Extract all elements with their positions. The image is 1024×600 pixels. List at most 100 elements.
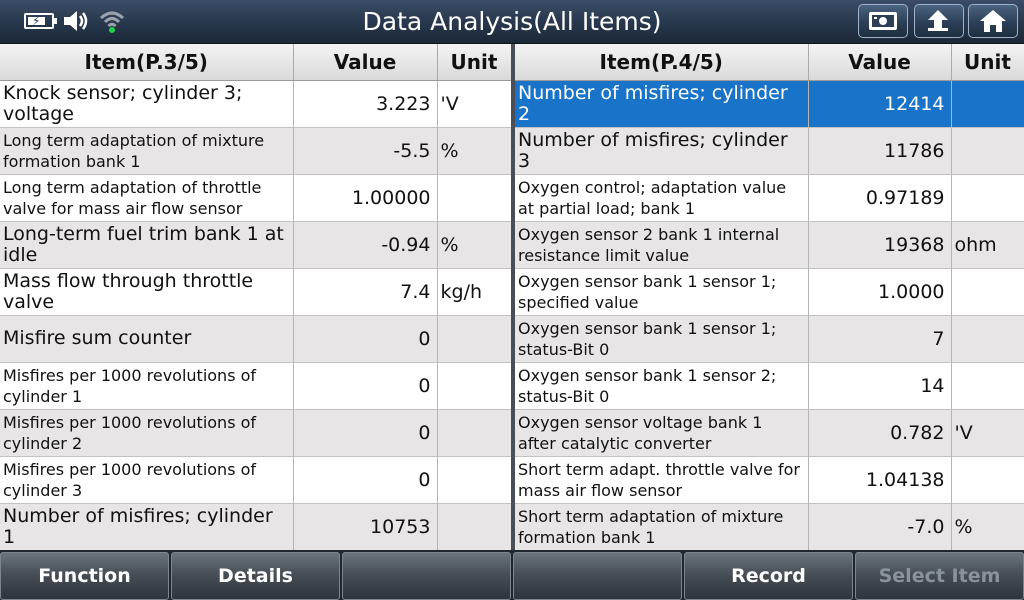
left-data-table: Item(P.3/5) Value Unit Knock sensor; cyl… [0,44,512,551]
table-row[interactable]: Long term adaptation of mixture formatio… [0,127,512,175]
table-row[interactable]: Short term adapt. throttle valve for mas… [515,456,1024,504]
item-cell: Long term adaptation of throttle valve f… [0,174,294,222]
back-button[interactable] [914,4,964,38]
table-row[interactable]: Oxygen sensor 2 bank 1 internal resistan… [515,221,1024,269]
unit-column-header: Unit [437,44,512,81]
unit-cell [951,127,1024,175]
battery-charging-icon: ⚡ [24,13,57,29]
table-row[interactable]: Long term adaptation of throttle valve f… [0,174,512,222]
value-cell: 7 [808,315,952,363]
table-row[interactable]: Oxygen sensor bank 1 sensor 1; specified… [515,268,1024,316]
home-icon [980,10,1006,32]
value-cell: -5.5 [293,127,438,175]
wifi-icon [99,11,125,33]
unit-cell [437,315,512,363]
item-cell: Long term adaptation of mixture formatio… [0,127,294,175]
value-column-header: Value [293,44,438,81]
unit-cell: 'V [951,409,1024,457]
table-row[interactable]: Knock sensor; cylinder 3; voltage 3.223 'V [0,80,512,128]
unit-cell [951,174,1024,222]
record-button[interactable]: Record [684,552,853,600]
table-header-row: Item(P.3/5) Value Unit [0,44,512,81]
unit-cell: % [951,503,1024,551]
status-icons: ⚡ [24,8,126,34]
details-button[interactable]: Details [171,552,340,600]
value-cell: 0 [293,315,438,363]
table-row[interactable]: Number of misfires; cylinder 2 12414 [515,80,1024,128]
value-cell: 0.782 [808,409,952,457]
table-row[interactable]: Misfires per 1000 revolutions of cylinde… [0,456,512,504]
table-row[interactable]: Oxygen sensor bank 1 sensor 2; status-Bi… [515,362,1024,410]
item-cell: Oxygen sensor bank 1 sensor 1; specified… [515,268,809,316]
value-cell: 3.223 [293,80,438,128]
title-bar: ⚡ Data Analysis(All Items) [0,0,1024,44]
item-cell: Oxygen sensor bank 1 sensor 2; status-Bi… [515,362,809,410]
item-cell: Oxygen control; adaptation value at part… [515,174,809,222]
screenshot-button[interactable] [858,4,908,38]
table-header-row: Item(P.4/5) Value Unit [515,44,1024,81]
value-cell: -7.0 [808,503,952,551]
unit-cell: % [437,221,512,269]
table-row[interactable]: Mass flow through throttle valve 7.4 kg/h [0,268,512,316]
item-cell: Mass flow through throttle valve [0,268,294,316]
value-cell: 1.00000 [293,174,438,222]
item-cell: Number of misfires; cylinder 2 [515,80,809,128]
unit-cell: kg/h [437,268,512,316]
value-cell: 0 [293,456,438,504]
value-cell: 10753 [293,503,438,551]
value-cell: 19368 [808,221,952,269]
value-cell: 11786 [808,127,952,175]
table-row[interactable]: Oxygen sensor bank 1 sensor 1; status-Bi… [515,315,1024,363]
item-cell: Oxygen sensor bank 1 sensor 1; status-Bi… [515,315,809,363]
item-column-header: Item(P.4/5) [515,44,809,81]
item-cell: Knock sensor; cylinder 3; voltage [0,80,294,128]
unit-cell [437,409,512,457]
table-row[interactable]: Oxygen control; adaptation value at part… [515,174,1024,222]
value-cell: 12414 [808,80,952,128]
unit-cell [437,174,512,222]
value-cell: 0.97189 [808,174,952,222]
item-cell: Oxygen sensor voltage bank 1 after catal… [515,409,809,457]
select-item-button[interactable]: Select Item [855,552,1024,600]
item-column-header: Item(P.3/5) [0,44,294,81]
table-row[interactable]: Misfires per 1000 revolutions of cylinde… [0,409,512,457]
bottom-toolbar: Function Details Record Select Item [0,550,1024,600]
table-row[interactable]: Oxygen sensor voltage bank 1 after catal… [515,409,1024,457]
table-row[interactable]: Misfire sum counter 0 [0,315,512,363]
unit-cell: 'V [437,80,512,128]
page-title: Data Analysis(All Items) [362,7,662,36]
item-cell: Misfires per 1000 revolutions of cylinde… [0,362,294,410]
unit-cell [951,80,1024,128]
value-cell: -0.94 [293,221,438,269]
empty-button-4[interactable] [513,552,682,600]
unit-cell [437,362,512,410]
item-cell: Long-term fuel trim bank 1 at idle [0,221,294,269]
value-cell: 1.04138 [808,456,952,504]
value-cell: 7.4 [293,268,438,316]
table-row[interactable]: Long-term fuel trim bank 1 at idle -0.94% [0,221,512,269]
home-button[interactable] [968,4,1018,38]
item-cell: Short term adapt. throttle valve for mas… [515,456,809,504]
table-divider [511,44,515,550]
table-row[interactable]: Number of misfires; cylinder 1 10753 [0,503,512,551]
function-button[interactable]: Function [0,552,169,600]
unit-cell [437,503,512,551]
table-row[interactable]: Short term adaptation of mixture formati… [515,503,1024,551]
empty-button-3[interactable] [342,552,511,600]
back-icon [928,10,948,31]
value-cell: 0 [293,362,438,410]
item-cell: Number of misfires; cylinder 3 [515,127,809,175]
value-cell: 14 [808,362,952,410]
unit-cell: ohm [951,221,1024,269]
unit-cell [951,456,1024,504]
item-cell: Misfire sum counter [0,315,294,363]
item-cell: Oxygen sensor 2 bank 1 internal resistan… [515,221,809,269]
unit-cell [951,315,1024,363]
value-column-header: Value [808,44,952,81]
right-data-table-panel: Item(P.4/5) Value Unit Number of misfire… [515,44,1024,551]
value-cell: 1.0000 [808,268,952,316]
table-row[interactable]: Number of misfires; cylinder 3 11786 [515,127,1024,175]
screenshot-icon [869,12,897,30]
table-row[interactable]: Misfires per 1000 revolutions of cylinde… [0,362,512,410]
unit-cell [437,456,512,504]
